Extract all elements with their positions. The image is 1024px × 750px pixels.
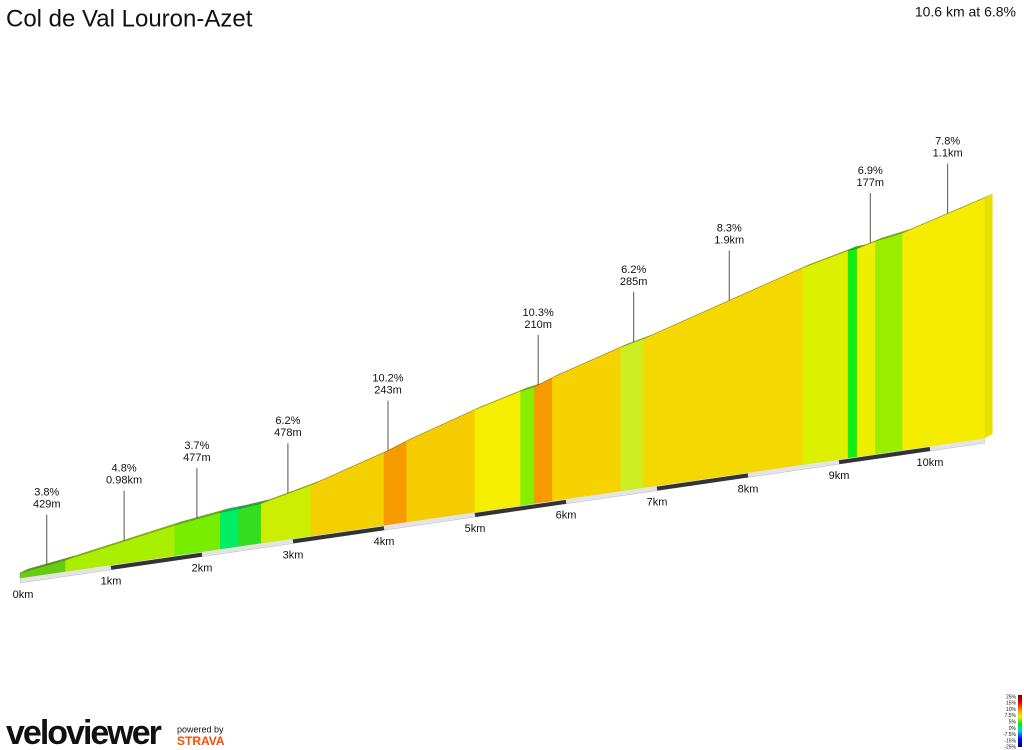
- strava: STRAVA: [177, 734, 225, 748]
- x-tick-label: 2km: [192, 563, 213, 575]
- annotation-length: 1.9km: [714, 234, 744, 246]
- chart-title: Col de Val Louron-Azet: [6, 5, 253, 32]
- annotation-grade: 10.3%: [523, 307, 554, 319]
- segment: [238, 503, 262, 547]
- annotation-length: 285m: [620, 276, 648, 288]
- segment: [520, 386, 535, 506]
- km-band: [474, 499, 567, 517]
- annotation-grade: 10.2%: [372, 373, 403, 385]
- legend-label: 5%: [1009, 720, 1017, 726]
- logo: veloviewer: [6, 714, 162, 750]
- km-band: [110, 552, 203, 570]
- segment: [533, 377, 553, 504]
- segment: [310, 452, 385, 537]
- segment: [847, 248, 858, 459]
- x-tick-label: 3km: [283, 549, 304, 561]
- annotation-length: 1.1km: [933, 147, 963, 159]
- legend-label: 7.5%: [1005, 713, 1017, 719]
- x-tick-label: 0km: [13, 589, 34, 601]
- segment: [406, 409, 476, 523]
- annotation-length: 210m: [524, 319, 552, 331]
- segment-shade: [406, 405, 483, 441]
- annotation-grade: 8.3%: [717, 222, 742, 234]
- segment: [875, 232, 903, 455]
- segment-shade: [475, 387, 529, 410]
- segment-shade: [802, 246, 857, 268]
- annotation-length: 0.98km: [106, 475, 142, 487]
- segment: [219, 508, 239, 550]
- annotation-grade: 7.8%: [935, 135, 960, 147]
- segment-shade: [552, 343, 629, 378]
- segment-shade: [220, 504, 247, 513]
- km-band: [838, 447, 931, 465]
- annotation-grade: 6.9%: [858, 165, 883, 177]
- annotation-length: 177m: [857, 177, 885, 189]
- powered-by: powered by: [177, 724, 224, 734]
- legend-label: -15%: [1004, 738, 1016, 744]
- annotation-length: 429m: [33, 498, 61, 510]
- annotation-length: 477m: [183, 452, 211, 464]
- legend-label: 0%: [1009, 726, 1017, 732]
- annotation-grade: 6.2%: [275, 415, 300, 427]
- segment-shade: [261, 481, 320, 504]
- x-tick-label: 7km: [647, 497, 668, 509]
- annotation-length: 243m: [374, 385, 402, 397]
- segment: [620, 338, 644, 492]
- segment-shade: [848, 244, 866, 251]
- x-tick-label: 8km: [738, 483, 759, 495]
- segment: [383, 440, 407, 526]
- x-tick-label: 10km: [917, 457, 944, 469]
- legend-label: -25%: [1004, 745, 1016, 750]
- legend-label: -7.5%: [1003, 732, 1017, 738]
- km-band: [292, 526, 385, 544]
- annotation-length: 478m: [274, 427, 302, 439]
- segment: [474, 390, 521, 513]
- chart-subtitle: 10.6 km at 6.8%: [915, 4, 1016, 20]
- x-tick-label: 9km: [829, 470, 850, 482]
- legend-label: 10%: [1006, 707, 1017, 713]
- annotation-grade: 6.2%: [621, 264, 646, 276]
- segment: [643, 267, 803, 488]
- segment-shade: [238, 499, 270, 509]
- segment-shade: [520, 383, 543, 392]
- annotation-grade: 3.8%: [34, 486, 59, 498]
- segment-shade: [875, 229, 911, 242]
- km-band: [656, 473, 749, 491]
- end-face: [984, 193, 993, 439]
- segment-shade: [643, 263, 811, 339]
- segment: [902, 197, 985, 451]
- segment-shade: [620, 334, 652, 348]
- x-tick-label: 5km: [465, 523, 486, 535]
- segment: [856, 241, 876, 457]
- segment-shade: [174, 508, 229, 526]
- x-tick-label: 4km: [374, 536, 395, 548]
- legend-label: 25%: [1006, 694, 1017, 700]
- segment: [802, 250, 849, 465]
- segment-shade: [311, 448, 392, 486]
- annotation-grade: 4.8%: [112, 463, 137, 475]
- annotation-grade: 3.7%: [184, 440, 209, 452]
- grade-scale: [1018, 695, 1022, 747]
- legend-label: 15%: [1006, 701, 1017, 707]
- segment: [552, 346, 621, 502]
- x-tick-label: 6km: [556, 510, 577, 522]
- x-tick-label: 1km: [101, 576, 122, 588]
